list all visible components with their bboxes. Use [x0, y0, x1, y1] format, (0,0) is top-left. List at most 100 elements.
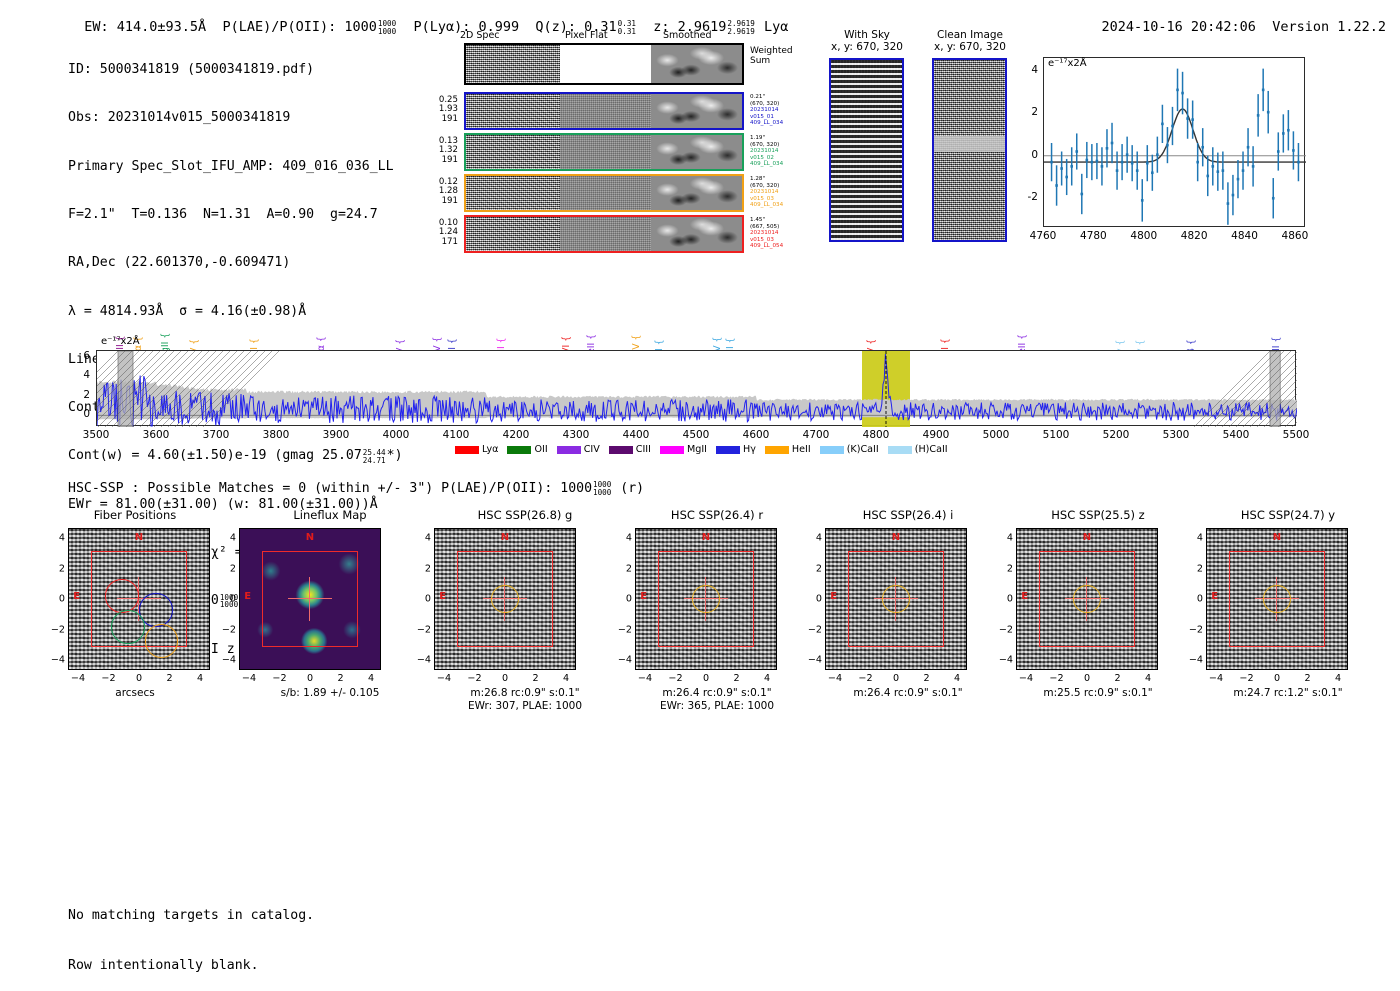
cutout-top-title: With Sky: [844, 29, 890, 41]
cutout-x-tick: 2: [1114, 673, 1121, 684]
ifu-footprint-box: [848, 551, 944, 647]
cutout-x-tick: −2: [1239, 673, 1254, 684]
spec2d-right-label: 1.45": [750, 217, 766, 223]
spec2d-cell-pixelflat: [559, 217, 651, 251]
cutout-y-tick: 4: [625, 532, 632, 544]
spec2d-left-label: 1.28: [438, 186, 458, 197]
cutout-x-tick: 0: [1083, 673, 1091, 684]
spec2d-cell-smoothed: [650, 45, 742, 83]
spec2d-exposure-strip: [464, 174, 744, 212]
compass-east-label: E: [1211, 590, 1219, 602]
spec2d-cell-2dspec: [466, 135, 560, 169]
spec2d-strip-left-labels: 0.12 1.28 191: [416, 177, 458, 206]
spec2d-left-label: 171: [441, 236, 458, 247]
cutout-x-tick: 2: [337, 673, 344, 684]
cutout-y-tick: 4: [229, 532, 236, 544]
cutout-x-tick: −2: [101, 673, 116, 684]
info-wavelength: λ = 4814.93Å σ = 4.16(±0.98)Å: [68, 303, 307, 319]
cutout-y-tick: 0: [229, 593, 236, 605]
line-profile-x-tick: 4820: [1180, 230, 1208, 242]
line-profile-x-tick: 4800: [1130, 230, 1158, 242]
hsc-header-text: HSC-SSP : Possible Matches = 0 (within +…: [68, 481, 593, 496]
spec2d-exposure-strip: [464, 133, 744, 171]
photometric-aperture-circle: [1263, 585, 1291, 613]
header-z-type: Lyα: [763, 19, 789, 35]
spec2d-right-label: (670, 320): [750, 100, 780, 107]
fiber-aperture-circle: [144, 624, 179, 658]
spectrum-x-tick: 5500: [1282, 429, 1310, 441]
cutout-x-tick: 0: [892, 673, 900, 684]
header-z-label: z: 2.9619: [653, 19, 727, 35]
cutout-top-coords: x, y: 670, 320: [831, 41, 903, 53]
cutout-y-tick: −4: [221, 654, 236, 666]
cutout-top-label: With Sky x, y: 670, 320: [807, 29, 927, 53]
spec2d-title-2dspec: 2D Spec: [460, 30, 500, 41]
ifu-footprint-box: [91, 551, 187, 647]
spec2d-right-label: 409_LL_054: [750, 243, 784, 250]
cutout-y-tick: 4: [1196, 532, 1203, 544]
spectrum-x-tick: 4500: [682, 429, 710, 441]
spec2d-cell-pixelflat: [559, 45, 651, 83]
cutout-x-tick: −4: [70, 673, 86, 684]
spec2d-right-label: v015_01: [750, 113, 774, 120]
cutout-top-title: Clean Image: [936, 29, 1004, 41]
cutout-y-tick: −2: [807, 624, 822, 635]
spec2d-strip-left-labels: 0.10 1.24 171: [416, 218, 458, 247]
legend-label: MgII: [686, 444, 707, 455]
cutout-caption-line: m:24.7 rc:1.2" s:0.1": [1233, 687, 1343, 699]
legend-label: CIII: [635, 444, 651, 455]
spectrum-x-tick: 4800: [862, 429, 890, 441]
cutout-y-tick: −2: [221, 624, 236, 635]
compass-north-label: N: [1272, 531, 1282, 543]
spec2d-cell-pixelflat: [559, 94, 651, 128]
line-profile-y-tick: 4: [1031, 63, 1038, 76]
spec2d-cell-2dspec: [466, 217, 560, 251]
spec2d-right-label: (670, 320): [750, 141, 780, 148]
cutout-panel-title: HSC SSP(24.7) y: [1240, 508, 1336, 522]
legend-item: (H)CaII: [887, 444, 948, 455]
spectrum-x-tick: 4300: [562, 429, 590, 441]
footer-note: No matching targets in catalog. Row inte…: [68, 875, 314, 991]
info-primary-spec: Primary Spec_Slot_IFU_AMP: 409_016_036_L…: [68, 158, 394, 174]
cutout-caption: m:26.4 rc:0.9" s:0.1" EWr: 365, PLAE: 100…: [607, 687, 827, 712]
cutout-caption: arcsecs: [25, 687, 245, 700]
spectrum-x-tick: 5000: [982, 429, 1010, 441]
legend-swatch: [455, 445, 479, 454]
fiber-aperture-circle: [105, 579, 139, 613]
cutout-caption-line: EWr: 365, PLAE: 1000: [659, 699, 775, 712]
cutout-y-tick: 2: [1006, 563, 1013, 574]
cutout-x-tick: −4: [241, 673, 257, 684]
cutout-x-tick: 0: [501, 673, 509, 684]
hsc-plae-fraction: 1000 1000: [593, 480, 612, 498]
spec2d-cell-smoothed: [650, 135, 742, 169]
line-profile-y-tick: 2: [1031, 106, 1038, 119]
legend-swatch: [507, 445, 532, 454]
cutout-x-tick: 0: [306, 673, 314, 684]
cutout-y-tick: 4: [424, 532, 431, 544]
cutout-y-tick: 0: [1196, 593, 1203, 605]
cutout-x-tick: −4: [1018, 673, 1034, 684]
spectrum-y-tick: 0: [83, 408, 90, 421]
spec2d-exposure-strip: [464, 92, 744, 130]
info-seeing: F=2.1" T=0.136 N=1.31 A=0.90 g=24.7: [68, 207, 378, 223]
hsc-ssp-header: HSC-SSP : Possible Matches = 0 (within +…: [68, 481, 644, 497]
header-ew: EW: 414.0±93.5Å: [84, 19, 207, 35]
cutout-panel-title: HSC SSP(25.5) z: [1051, 508, 1145, 522]
spectrum-legend: Lyα OII CIV CIII MgII Hγ HeII (K)CaII (H)CaII: [455, 444, 948, 455]
line-profile-svg: [1044, 68, 1306, 225]
header-qz-label: Q(z): 0.31: [535, 19, 617, 35]
cutout-y-tick: 2: [424, 563, 431, 574]
info-gmag-fraction: 25.44 24.71: [362, 447, 386, 465]
legend-swatch: [608, 445, 633, 454]
cutout-x-tick: −4: [436, 673, 452, 684]
cutout-y-tick: −4: [416, 654, 431, 666]
spec2d-left-label: 191: [441, 154, 458, 165]
info-obs: Obs: 20231014v015_5000341819: [68, 110, 291, 126]
